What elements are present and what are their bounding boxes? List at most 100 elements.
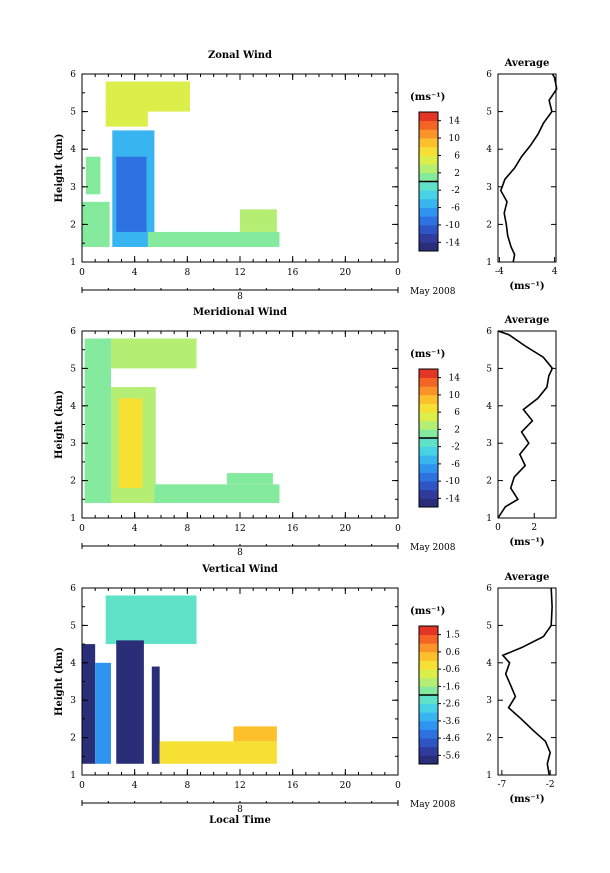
average-profile-line	[497, 330, 554, 519]
colorbar-unit: (ms⁻¹)	[410, 349, 445, 360]
colorbar-tick-label: 0.6	[446, 648, 461, 658]
y-tick-label: 2	[70, 734, 76, 744]
x-axis-label: Local Time	[209, 815, 271, 826]
date-marker: 8	[237, 292, 243, 302]
x-tick-label: 8	[184, 524, 190, 534]
average-profile-line	[501, 587, 553, 776]
heatmap-cell	[240, 209, 277, 232]
colorbar-tick-label: 14	[449, 117, 461, 127]
x-tick-label: 12	[234, 268, 245, 278]
average-y-tick-label: 2	[486, 477, 492, 487]
average-x-tick-label: 2	[531, 523, 537, 533]
x-tick-label: 0	[79, 524, 85, 534]
colorbar-swatch	[419, 438, 438, 448]
heatmap-cell	[233, 726, 277, 742]
y-tick-label: 6	[70, 584, 76, 594]
heatmap-cell	[105, 104, 148, 127]
colorbar-tick-label: 1.5	[446, 631, 461, 641]
heatmap-cell	[85, 156, 101, 195]
colorbar-tick-label: 2	[454, 425, 460, 435]
colorbar-swatch	[419, 369, 438, 379]
y-tick-label: 3	[70, 439, 76, 449]
date-marker: 8	[237, 805, 243, 815]
colorbar-swatch	[419, 643, 438, 653]
average-y-tick-label: 6	[486, 327, 492, 337]
colorbar-swatch	[419, 172, 438, 182]
y-tick-label: 4	[70, 659, 76, 669]
x-tick-label: 0	[395, 524, 401, 534]
x-tick-label: 4	[132, 524, 138, 534]
date-label: May 2008	[410, 800, 456, 810]
colorbar-swatch	[419, 651, 438, 661]
average-y-tick-label: 4	[486, 402, 492, 412]
colorbar-tick-label: -2.6	[443, 700, 461, 710]
average-unit: (ms⁻¹)	[509, 794, 544, 805]
average-y-tick-label: 1	[486, 771, 492, 781]
colorbar-swatch	[419, 233, 438, 243]
colorbar-tick-label: -14	[446, 494, 461, 504]
colorbar-swatch	[419, 386, 438, 396]
colorbar-swatch	[419, 669, 438, 679]
x-tick-label: 20	[340, 268, 352, 278]
average-unit: (ms⁻¹)	[509, 281, 544, 292]
colorbar-tick-label: -2	[451, 443, 460, 453]
y-tick-label: 5	[70, 108, 76, 118]
y-tick-label: 3	[70, 696, 76, 706]
average-x-tick-label: -7	[497, 780, 506, 790]
average-y-tick-label: 1	[486, 258, 492, 268]
heatmap-cell	[151, 666, 160, 764]
average-y-tick-label: 5	[486, 621, 492, 631]
average-title: Average	[504, 315, 550, 326]
colorbar-tick-label: -6	[451, 460, 460, 470]
date-label: May 2008	[410, 543, 456, 553]
colorbar-tick-label: 14	[449, 374, 461, 384]
colorbar-swatch	[419, 712, 438, 722]
chart-title: Meridional Wind	[193, 307, 287, 318]
average-frame	[497, 330, 557, 519]
x-tick-label: 8	[184, 781, 190, 791]
x-tick-label: 0	[395, 268, 401, 278]
y-tick-label: 2	[70, 477, 76, 487]
x-tick-label: 0	[395, 781, 401, 791]
average-x-tick-label: 4	[552, 267, 558, 277]
colorbar-swatch	[419, 695, 438, 705]
average-y-tick-label: 4	[486, 659, 492, 669]
colorbar-swatch	[419, 738, 438, 748]
x-tick-label: 16	[287, 524, 299, 534]
colorbar-tick-label: -6	[451, 204, 460, 214]
colorbar-swatch	[419, 403, 438, 413]
heatmap-cell	[105, 338, 197, 369]
colorbar-tick-label: -2	[451, 186, 460, 196]
y-tick-label: 5	[70, 621, 76, 631]
x-tick-label: 20	[340, 781, 352, 791]
y-tick-label: 4	[70, 402, 76, 412]
heatmap-cell	[147, 231, 280, 247]
x-tick-label: 4	[132, 781, 138, 791]
heatmap-cell	[95, 662, 111, 764]
y-tick-label: 1	[70, 771, 76, 781]
heatmap-cell	[82, 644, 96, 764]
colorbar-swatch	[419, 455, 438, 465]
y-tick-label: 3	[70, 183, 76, 193]
y-tick-label: 6	[70, 327, 76, 337]
colorbar-swatch	[419, 138, 438, 148]
colorbar-swatch	[419, 120, 438, 130]
colorbar-swatch	[419, 746, 438, 756]
average-y-tick-label: 2	[486, 734, 492, 744]
date-label: May 2008	[410, 287, 456, 297]
x-tick-label: 16	[287, 268, 299, 278]
heatmap-cell	[226, 473, 273, 485]
heatmap-cell	[159, 741, 277, 764]
colorbar-tick-label: -3.6	[443, 717, 461, 727]
colorbar-tick-label: 6	[454, 151, 460, 161]
colorbar-swatch	[419, 155, 438, 165]
chart-title: Zonal Wind	[208, 50, 272, 61]
y-tick-label: 6	[70, 70, 76, 80]
colorbar-swatch	[419, 481, 438, 491]
colorbar-swatch	[419, 660, 438, 670]
average-x-tick-label: 0	[495, 523, 501, 533]
average-x-tick-label: -2	[546, 780, 555, 790]
y-tick-label: 2	[70, 220, 76, 230]
heatmap-cell	[105, 595, 197, 645]
colorbar-swatch	[419, 190, 438, 200]
